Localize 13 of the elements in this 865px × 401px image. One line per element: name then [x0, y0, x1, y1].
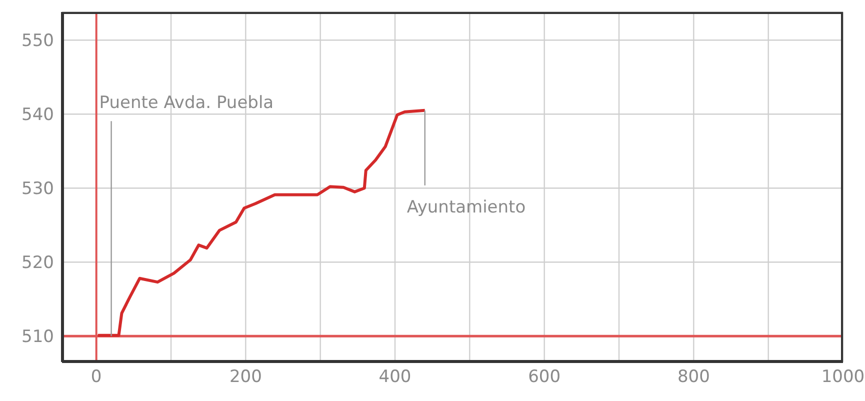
annotation: Puente Avda. Puebla	[99, 93, 274, 114]
y-tick-label: 520	[22, 253, 54, 274]
y-tick-label: 550	[22, 31, 54, 52]
y-tick-label: 510	[22, 327, 54, 348]
x-tick-label: 0	[90, 367, 102, 388]
x-tick-label: 1000	[821, 367, 865, 388]
x-tick-label: 600	[528, 367, 561, 388]
x-tick-label: 400	[378, 367, 412, 388]
x-tick-label: 800	[677, 367, 710, 388]
annotation: Ayuntamiento	[406, 197, 526, 218]
y-tick-label: 530	[22, 179, 54, 200]
x-tick-label: 200	[229, 367, 262, 388]
y-tick-label: 540	[22, 105, 54, 126]
